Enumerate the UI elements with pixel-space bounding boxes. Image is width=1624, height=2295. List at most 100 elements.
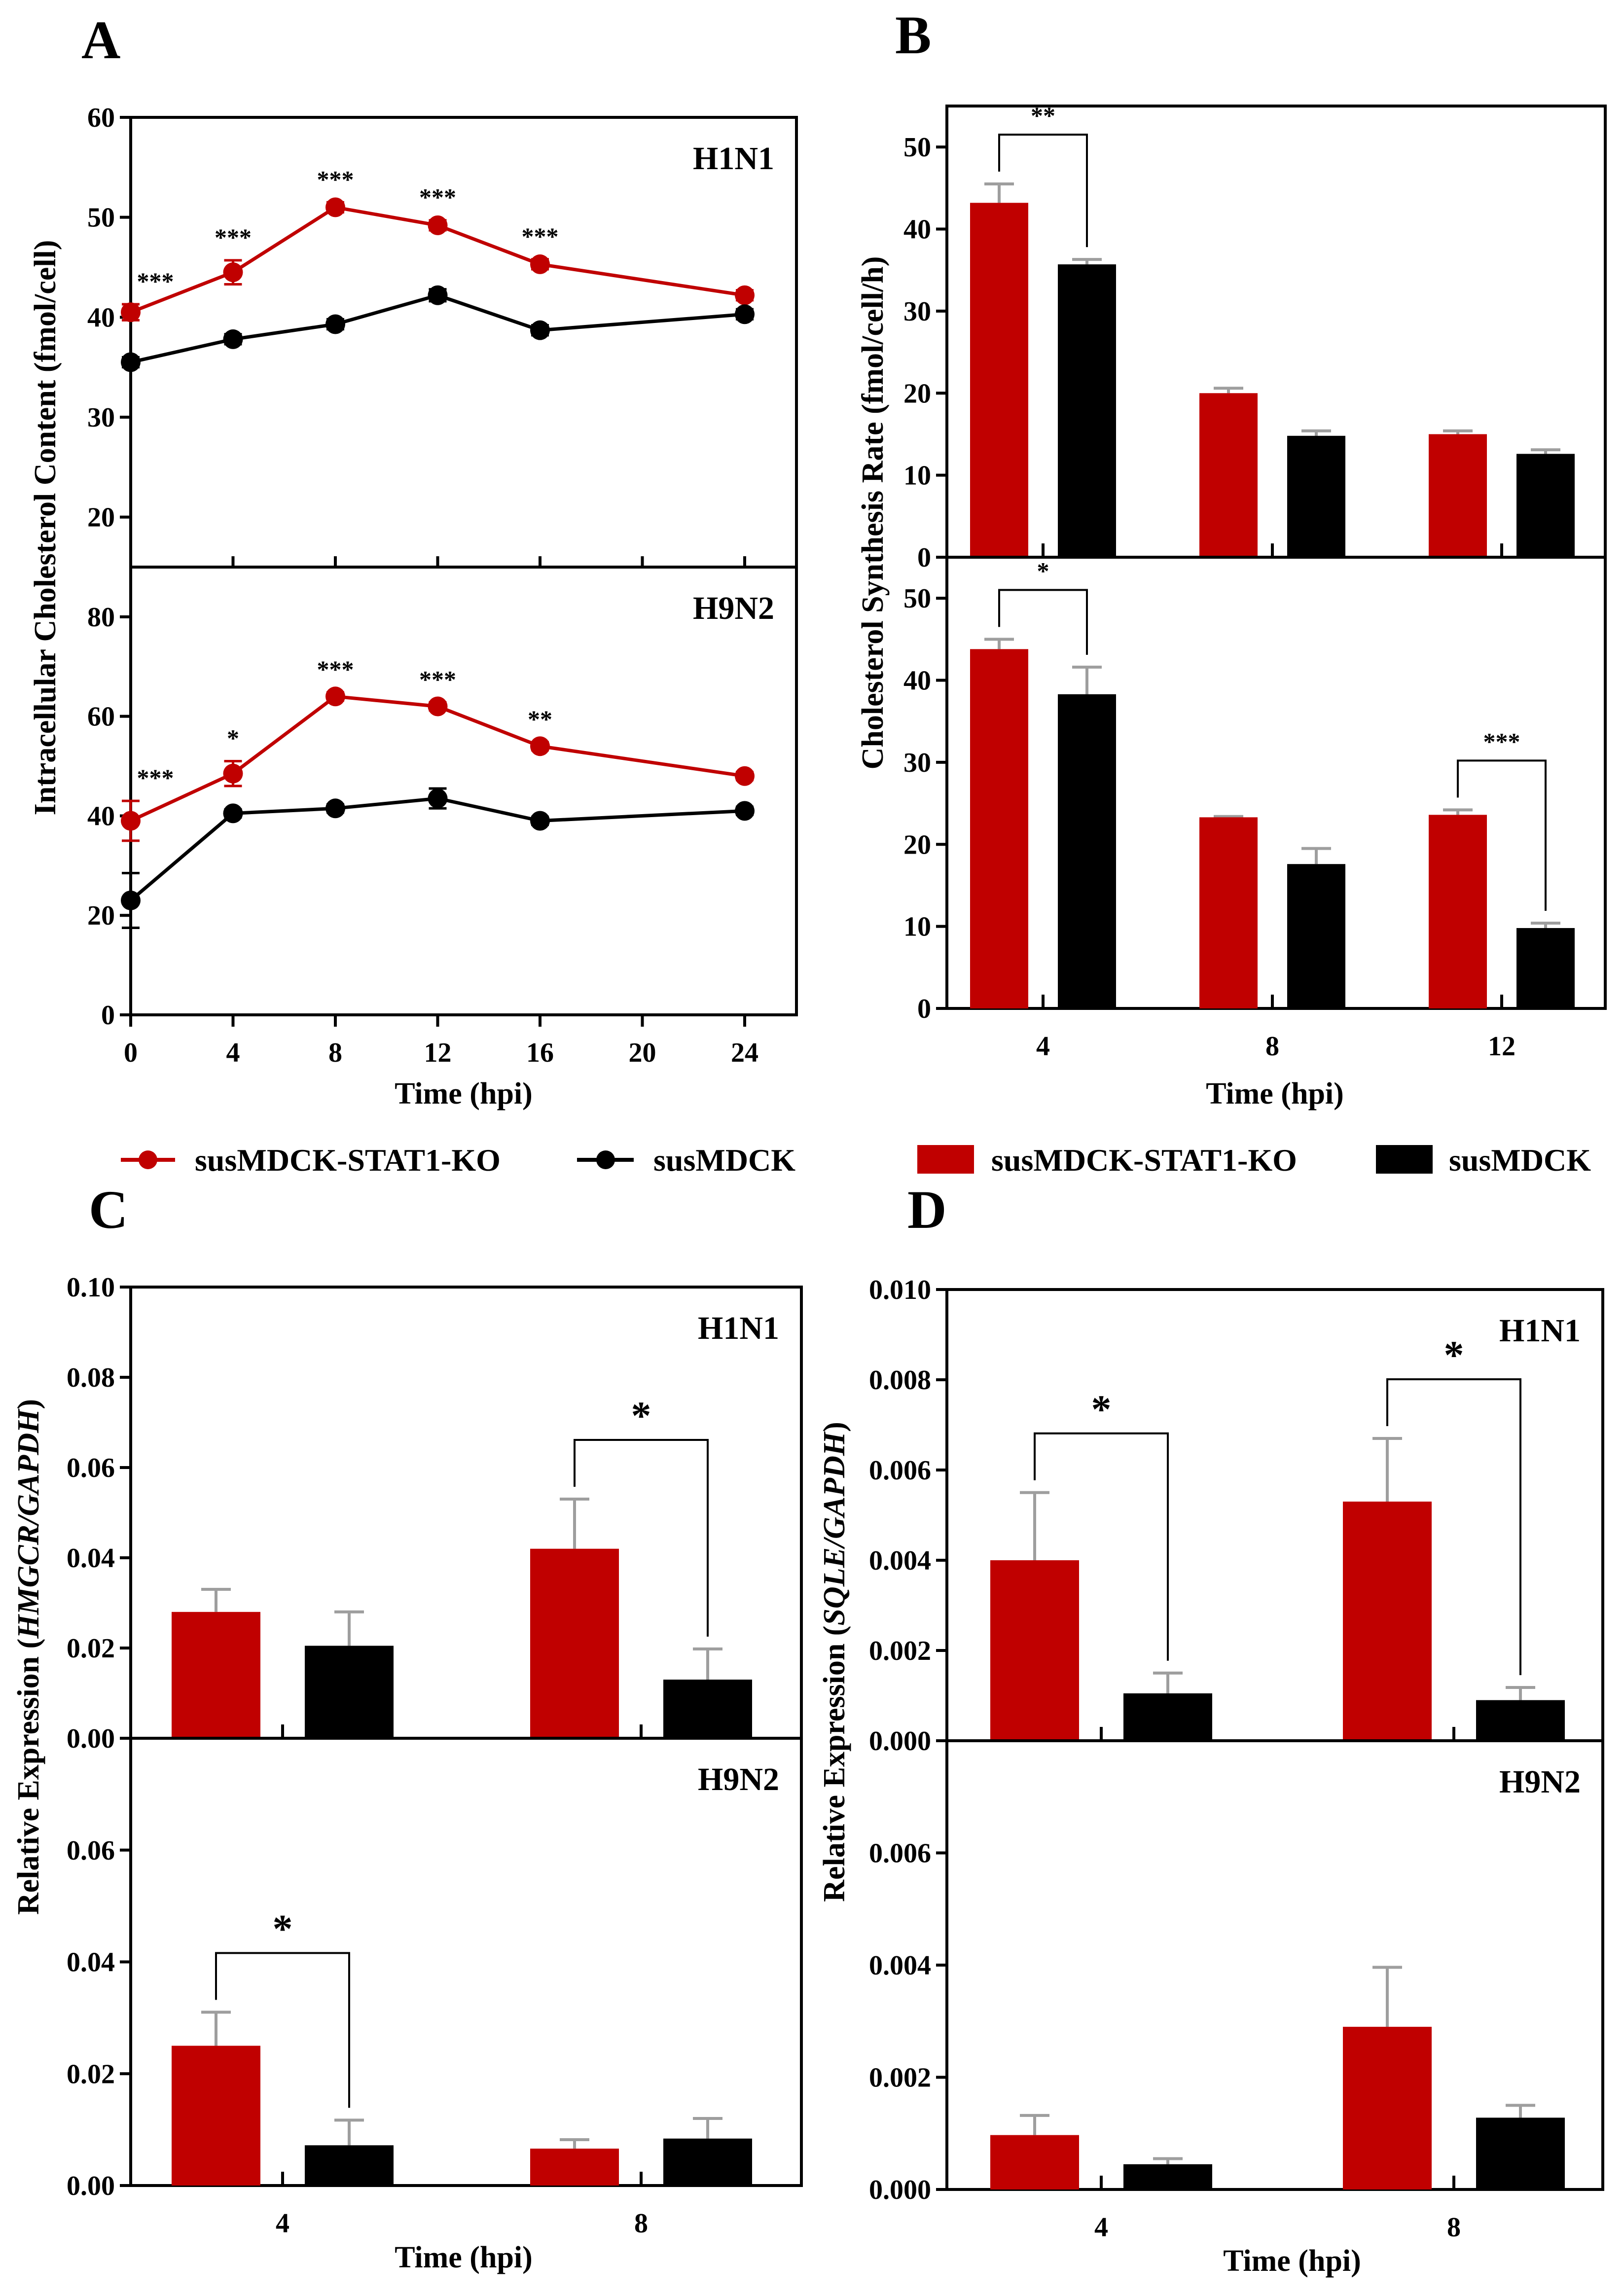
significance-bracket	[1457, 759, 1547, 911]
x-axis-title-c: Time (hpi)	[395, 2241, 533, 2274]
y-tick-label: 0.08	[67, 1363, 115, 1393]
data-point-wt	[735, 304, 755, 324]
significance-label: ***	[137, 764, 174, 791]
subplot-undefined-1: 0 10 20 30 40 50 **	[903, 102, 1607, 573]
y-tick-label: 80	[87, 602, 115, 633]
significance-label: *	[1444, 1332, 1464, 1377]
significance-label: ***	[419, 665, 456, 693]
legend-swatch-ko-bar	[917, 1145, 974, 1174]
y-axis-title-d: Relative Expression (SQLE/GAPDH)	[818, 1422, 851, 1902]
data-point-wt	[121, 352, 141, 372]
legend-item-wt-bar: susMDCK	[1376, 1143, 1591, 1178]
data-point-ko	[121, 811, 141, 831]
bar-wt	[1287, 435, 1345, 557]
panel-a: A Intracellular Cholesterol Content (fmo…	[29, 10, 798, 1111]
y-tick-label: 50	[87, 203, 115, 233]
data-point-ko	[428, 696, 448, 717]
series-line-wt	[129, 796, 745, 902]
y-tick-label: 30	[903, 748, 931, 778]
y-tick-label: 0.02	[67, 1633, 115, 1664]
y-tick-label: 20	[87, 502, 115, 533]
legend-bar-chart: susMDCK-STAT1-KO susMDCK	[917, 1143, 1591, 1178]
data-point-ko	[530, 254, 550, 274]
x-axis-title-d: Time (hpi)	[1223, 2244, 1361, 2278]
legend-marker-wt	[596, 1150, 615, 1169]
y-tick-label: 40	[87, 302, 115, 333]
y-tick-label: 0.000	[869, 1726, 931, 1757]
series-line-ko	[130, 694, 745, 823]
bar-wt	[305, 1646, 394, 1738]
data-point-wt	[735, 801, 755, 821]
significance-label: *	[631, 1393, 651, 1438]
y-tick-label: 0.008	[869, 1365, 931, 1396]
bar-ko	[1429, 815, 1487, 1008]
bar-ko	[1343, 1502, 1432, 1741]
bar-ko	[1199, 393, 1258, 557]
y-tick-label: 60	[87, 702, 115, 732]
subplot-undefined-2: 0.00 0.02 0.04 0.06 H9N2 *	[67, 1737, 803, 2201]
y-tick-label: 10	[903, 912, 931, 942]
data-point-wt	[223, 329, 243, 349]
y-tick-label: 0.002	[869, 2063, 931, 2093]
infection-label: H1N1	[693, 141, 774, 177]
data-point-ko	[223, 262, 243, 283]
data-point-wt	[428, 285, 448, 305]
data-point-wt	[428, 789, 448, 809]
y-tick-label: 0.02	[67, 2059, 115, 2089]
data-point-ko	[530, 736, 550, 756]
panel-b: B Cholesterol Synthesis Rate (fmol/cell/…	[856, 5, 1607, 1111]
legend-label-wt-line: susMDCK	[653, 1143, 795, 1178]
significance-label: **	[528, 705, 552, 733]
plot-frame	[945, 105, 1607, 559]
bar-wt	[663, 2138, 752, 2186]
bar-wt	[1058, 694, 1116, 1008]
y-tick-label: 0.006	[869, 1838, 931, 1869]
y-tick-label: 10	[903, 461, 931, 491]
y-tick-label: 0.006	[869, 1455, 931, 1486]
bar-ko	[1429, 434, 1487, 557]
y-tick-label: 0	[917, 994, 931, 1024]
bar-ko	[1343, 2027, 1432, 2189]
panel-label-a: A	[81, 10, 120, 70]
bar-wt	[1476, 2117, 1565, 2189]
significance-bracket	[1386, 1378, 1521, 1676]
data-point-wt	[530, 320, 550, 340]
x-axis-title-a: Time (hpi)	[395, 1077, 533, 1111]
subplot-undefined-1: 0.000 0.002 0.004 0.006 0.008 0.010 H1N1 * *	[869, 1275, 1604, 1757]
x-tick-label: 16	[526, 1038, 554, 1068]
significance-bracket	[998, 134, 1088, 248]
bar-wt	[1516, 454, 1575, 557]
data-point-ko	[735, 766, 755, 786]
panel-c: C Relative Expression (HMGCR/GAPDH) Time…	[12, 1180, 803, 2274]
y-tick-label: 40	[903, 666, 931, 696]
significance-bracket	[1034, 1432, 1169, 1661]
bar-ko	[530, 1548, 619, 1738]
legend-item-wt-line: susMDCK	[577, 1143, 795, 1178]
y-tick-label: 0.00	[67, 1723, 115, 1754]
y-tick-label: 20	[87, 900, 115, 931]
x-tick-label: 12	[424, 1038, 452, 1068]
bar-wt	[1123, 1693, 1212, 1741]
significance-bracket	[998, 589, 1088, 655]
significance-label: ***	[317, 655, 354, 683]
x-tick-label: 8	[1265, 1031, 1279, 1062]
y-tick-label: 0.00	[67, 2171, 115, 2201]
y-tick-label: 0.010	[869, 1275, 931, 1305]
data-point-ko	[223, 763, 243, 784]
data-point-ko	[121, 302, 141, 323]
y-tick-label: 0.000	[869, 2175, 931, 2205]
bar-ko	[172, 2045, 260, 2186]
bar-wt	[663, 1680, 752, 1738]
significance-label: ***	[419, 183, 456, 211]
y-tick-label: 0.10	[67, 1272, 115, 1303]
plot-frame	[945, 556, 1607, 1010]
subplot-a-1: 20 30 40 50 60 H1N1 *** *** *** *** ***	[87, 103, 798, 569]
legend-marker-ko	[139, 1150, 157, 1169]
infection-label: H1N1	[1499, 1313, 1581, 1349]
x-tick-label: 8	[328, 1038, 342, 1068]
data-point-wt	[121, 890, 141, 910]
y-tick-label: 0.004	[869, 1950, 931, 1981]
y-tick-label: 0.06	[67, 1835, 115, 1866]
